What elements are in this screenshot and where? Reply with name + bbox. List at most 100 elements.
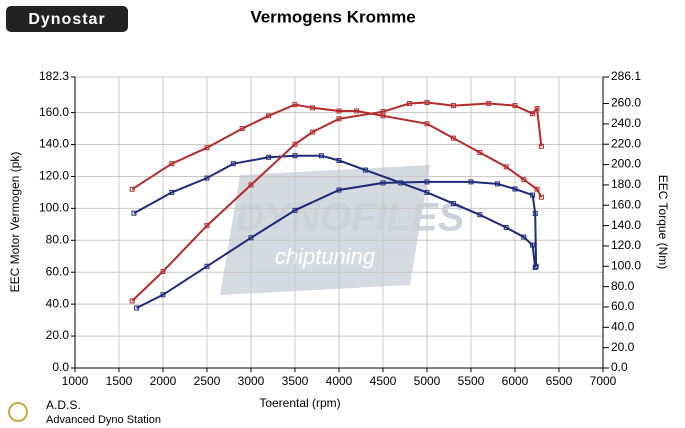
x-tick-label: 2000 [150,374,177,388]
watermark-brand: DYNOFILES [236,196,465,240]
y2-tick-label: 240.0 [611,116,641,130]
series-point [530,242,536,248]
series-point [204,263,210,269]
series-line [136,180,538,309]
y-tick-label: 80.0 [46,232,70,246]
x-tick-label: 1500 [106,374,133,388]
series-point [292,141,298,147]
y-tick-label: 60.0 [46,264,70,278]
y-tick-label: 120.0 [39,169,69,183]
series-point [362,167,368,173]
watermark-sub: chiptuning [275,244,376,269]
series-point [424,121,430,127]
series-point [292,102,298,108]
series-point [424,179,430,185]
footer-title: A.D.S. [46,398,81,412]
series-point [248,182,254,188]
series-line [131,101,543,302]
y-axis-label: EEC Motor Vermogen (pk) [8,152,22,293]
series-point [468,179,474,185]
series-point [248,235,254,241]
footer-icon [8,402,28,422]
y2-tick-label: 120.0 [611,238,641,252]
series-point [530,192,536,198]
series-point [131,210,137,216]
series-point [533,263,539,269]
y2-tick-label: 286.1 [611,69,641,83]
series-line [131,103,543,198]
series-point [318,153,324,159]
y-tick-label: 0.0 [52,360,69,374]
y2-tick-label: 40.0 [611,319,635,333]
x-tick-label: 3500 [282,374,309,388]
y2-tick-label: 260.0 [611,96,641,110]
x-tick-label: 6000 [502,374,529,388]
series-point [532,210,538,216]
series-point [512,186,518,192]
watermark: DYNOFILES chiptuning [220,165,465,295]
y-tick-label: 140.0 [39,137,69,151]
series-point [477,150,483,156]
y2-tick-label: 60.0 [611,299,635,313]
series-point [160,292,166,298]
series-point [266,113,272,119]
y-tick-label: 20.0 [46,328,70,342]
series-point [336,187,342,193]
series-point [512,103,518,109]
series-point [266,154,272,160]
series-point [230,161,236,167]
series-point [494,181,500,187]
x-tick-label: 4500 [370,374,397,388]
y2-tick-label: 160.0 [611,197,641,211]
series-line [133,154,537,268]
series-point [521,234,527,240]
series-point [239,126,245,132]
y-tick-label: 160.0 [39,105,69,119]
y2-tick-label: 100.0 [611,258,641,272]
y-tick-label: 182.3 [39,69,69,83]
series-point [129,298,135,304]
series-point [450,103,456,109]
y2-tick-label: 80.0 [611,279,635,293]
series-point [292,153,298,159]
series-point [486,101,492,107]
y2-axis-label: EEC Torque (Nm) [656,175,670,269]
x-tick-label: 7000 [590,374,617,388]
series-point [204,175,210,181]
chart-title: Vermogens Kromme [250,7,415,26]
x-tick-label: 5500 [458,374,485,388]
x-axis-label: Toerental (rpm) [259,396,340,410]
series-point [477,212,483,218]
footer-subtitle: Advanced Dyno Station [46,414,161,426]
series-point [380,180,386,186]
x-tick-label: 1000 [62,374,89,388]
series-point [204,145,210,151]
y2-tick-label: 20.0 [611,340,635,354]
y-tick-label: 100.0 [39,201,69,215]
logo: Dynostar [28,11,105,28]
series-point [538,143,544,149]
series-point [530,111,536,117]
series-point [503,164,509,170]
x-tick-label: 5000 [414,374,441,388]
y2-tick-label: 0.0 [611,360,628,374]
series-point [534,186,540,192]
x-tick-label: 2500 [194,374,221,388]
series-point [129,186,135,192]
watermark-shape [220,165,430,295]
y2-tick-label: 200.0 [611,157,641,171]
y2-tick-label: 220.0 [611,136,641,150]
series-point [406,101,412,107]
series-point [204,223,210,229]
series-point [169,189,175,195]
series-point [160,268,166,274]
x-tick-label: 6500 [546,374,573,388]
series-point [521,177,527,183]
series-point [336,116,342,122]
series-point [450,135,456,141]
logo-box [6,6,128,32]
y2-tick-label: 180.0 [611,177,641,191]
y2-tick-label: 140.0 [611,218,641,232]
series-point [534,106,540,112]
